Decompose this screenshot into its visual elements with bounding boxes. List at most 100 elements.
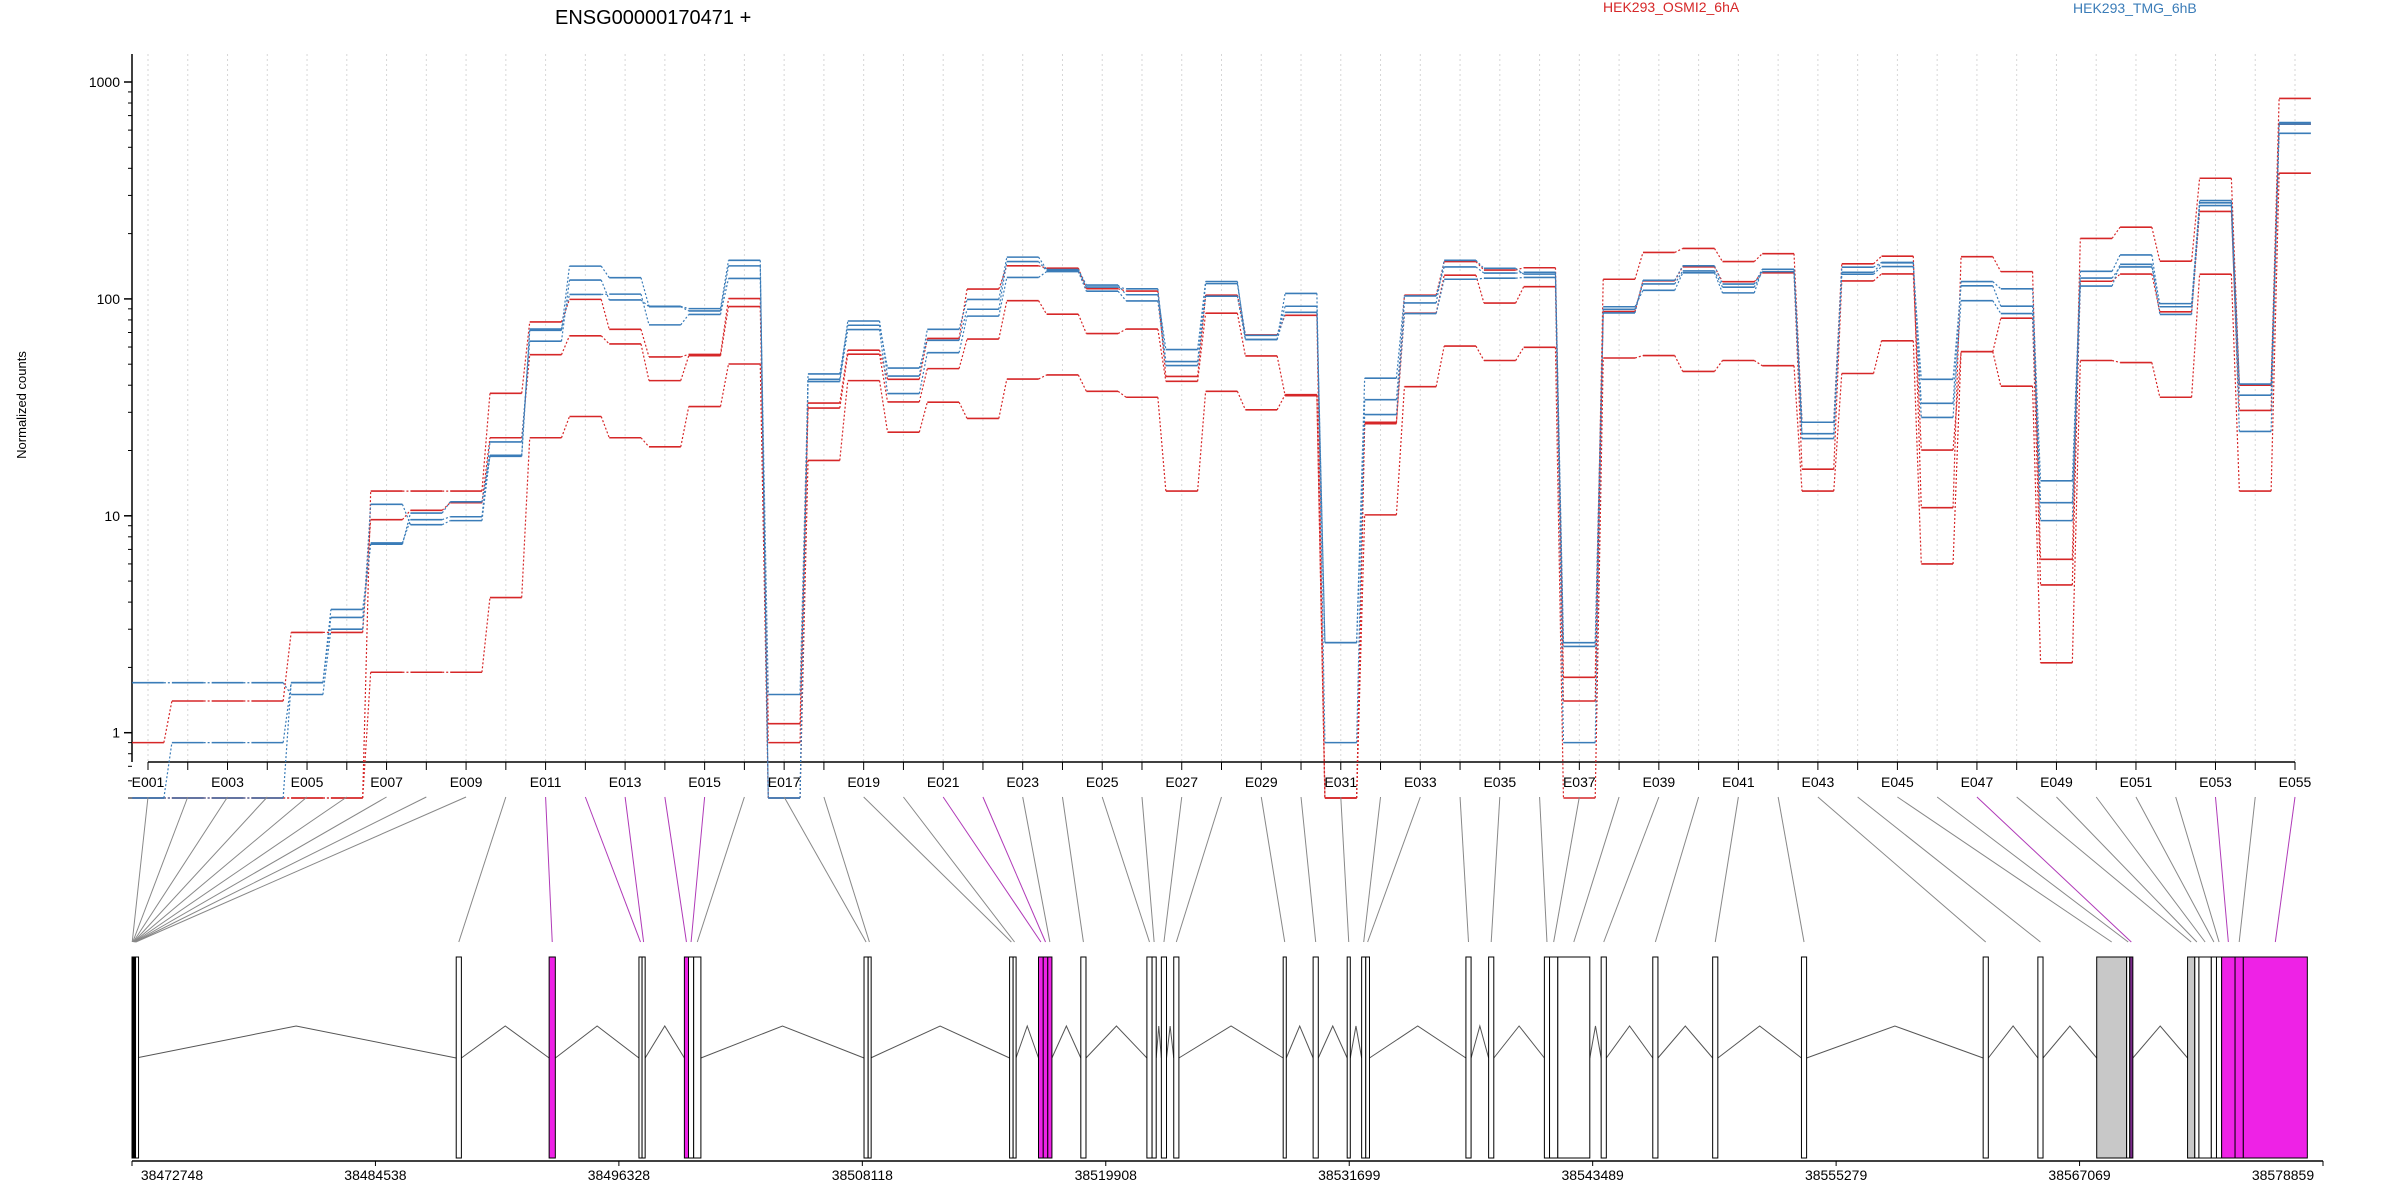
- series-6-connector-E011: [521, 329, 531, 457]
- series-6-connector-E041: [1713, 270, 1724, 288]
- exon-E013: [641, 956, 646, 1159]
- series-1-connector-E012: [560, 335, 571, 355]
- series-4-connector-E036: [1515, 271, 1524, 274]
- series-2-connector-E043: [1793, 365, 1803, 492]
- x-tick-label-E027: E027: [1165, 774, 1198, 790]
- x-axis: E001 E003 E005 E007 E009 E011 E013 E015 E017 E019…: [132, 761, 2312, 790]
- series-1-connector-E021: [918, 368, 928, 403]
- series-4-connector-E053: [2191, 202, 2201, 304]
- connector-E012: [584, 796, 641, 943]
- coord-label-38484538: 38484538: [344, 1167, 407, 1183]
- series-6-connector-E005: [282, 682, 292, 799]
- series-5-connector-E016: [719, 260, 730, 309]
- series-3-connector-E019: [839, 350, 849, 404]
- connector-E014: [664, 796, 687, 943]
- connector-E034: [1459, 796, 1469, 943]
- exon-E035: [1488, 956, 1495, 1159]
- series-2-connector-E011: [521, 437, 531, 598]
- connector-E040: [1654, 796, 1700, 943]
- series-5-connector-E015: [680, 305, 689, 310]
- connector-E002: [132, 796, 189, 943]
- series-1-connector-E045: [1873, 273, 1882, 282]
- x-tick-label-E025: E025: [1086, 774, 1119, 790]
- series-1-connector-E009: [441, 502, 451, 511]
- connector-E009: [135, 796, 467, 943]
- series-4-connector-E027: [1157, 288, 1167, 362]
- series-6-connector-E019: [839, 329, 849, 382]
- series-5-connector-E012: [560, 266, 571, 331]
- series-3-connector-E035: [1475, 261, 1485, 271]
- series-2-connector-E026: [1117, 390, 1127, 398]
- connector-E049: [2056, 796, 2198, 943]
- genomic-coordinate-axis: 38472748 38484538 38496328 38508118 38519908…: [131, 1160, 2324, 1183]
- exon-E055: [2242, 956, 2308, 1159]
- series-2-connector-E020: [878, 380, 889, 433]
- series-2-connector-E048: [1992, 351, 2002, 387]
- series-5-connector-E014: [640, 277, 650, 307]
- exon-E015: [688, 956, 695, 1159]
- series-4-connector-E025: [1077, 270, 1087, 288]
- series-5-connector-E052: [2151, 254, 2161, 307]
- series-1-connector-E014: [640, 343, 650, 381]
- intron-before-E031: [1317, 1024, 1348, 1059]
- x-tick-label-E033: E033: [1404, 774, 1437, 790]
- x-tick-label-E043: E043: [1802, 774, 1835, 790]
- series-3-connector-E016: [719, 298, 730, 355]
- exon-E023: [1047, 956, 1053, 1159]
- series-2-connector-E007: [362, 672, 372, 799]
- series-5-connector-E009: [441, 520, 451, 526]
- x-tick-label-E011: E011: [530, 774, 562, 790]
- intron-before-E032: [1349, 1025, 1363, 1059]
- series-5-connector-E022: [958, 299, 968, 330]
- x-tick-label-E047: E047: [1961, 774, 1994, 790]
- series-6-connector-E053: [2191, 205, 2201, 315]
- series-1-connector-E042: [1753, 272, 1763, 283]
- series-5-connector-E029: [1236, 281, 1246, 340]
- intron-before-E024: [1051, 1024, 1082, 1059]
- series-6-connector-E025: [1077, 271, 1087, 292]
- x-tick-label-E021: E021: [927, 774, 960, 790]
- connector-E018: [823, 796, 870, 943]
- series-1-connector-E025: [1077, 313, 1087, 334]
- x-tick-label-E007: E007: [370, 774, 403, 790]
- exon-E021: [1037, 956, 1044, 1159]
- connector-E021: [942, 796, 1042, 943]
- exon-E047: [2129, 956, 2134, 1159]
- series-2-connector-E052: [2151, 362, 2161, 398]
- series-6-connector-E047: [1952, 300, 1962, 418]
- series-5-connector-E020: [878, 320, 889, 377]
- series-5-connector-E010: [481, 455, 491, 521]
- series-4-connector-E041: [1713, 265, 1724, 285]
- connector-E019: [863, 796, 1012, 943]
- series-5-connector-E008: [401, 504, 411, 525]
- connector-E031: [1340, 796, 1350, 943]
- exon-E037: [1549, 956, 1559, 1159]
- series-6-connector-E018: [799, 381, 809, 695]
- series-6-connector-E034: [1435, 279, 1445, 314]
- exon-E022: [1042, 956, 1049, 1159]
- exon-E027: [1160, 956, 1168, 1159]
- series-3-connector-E042: [1753, 253, 1763, 263]
- connector-E020: [903, 796, 1015, 943]
- series-6-connector-E049: [2031, 313, 2042, 521]
- x-tick-label-E003: E003: [211, 774, 244, 790]
- connector-E026: [1141, 796, 1155, 943]
- exon-E044: [2037, 956, 2044, 1159]
- series-2-connector-E019: [839, 380, 849, 461]
- series-1-connector-E035: [1475, 275, 1485, 304]
- series-5-connector-E054: [2230, 200, 2240, 385]
- series-2-connector-E045: [1872, 340, 1883, 374]
- series-4-connector-E022: [958, 309, 968, 341]
- connector-E053: [2214, 796, 2229, 943]
- series-6-connector-E052: [2151, 264, 2161, 315]
- series-6-connector-E031: [1316, 312, 1326, 643]
- series-1-connector-E030: [1276, 355, 1286, 396]
- series-3-connector-E052: [2151, 227, 2161, 262]
- series-1-connector-E029: [1236, 313, 1246, 357]
- series-5-connector-E023: [998, 257, 1008, 300]
- exon-E024: [1080, 956, 1087, 1159]
- series-6-connector-E040: [1674, 270, 1684, 285]
- connector-E036: [1539, 796, 1548, 943]
- exon-gridlines: [147, 54, 2296, 762]
- series-5-connector-E025: [1077, 269, 1087, 286]
